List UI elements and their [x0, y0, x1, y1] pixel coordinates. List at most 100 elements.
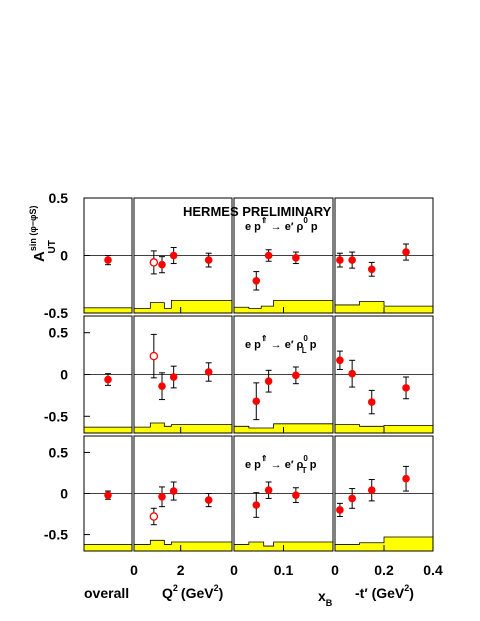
y-tick-label: 0 [60, 248, 68, 264]
x-tick-label: 0.1 [274, 562, 294, 578]
panel-plot-area [335, 465, 433, 551]
data-point [204, 256, 213, 264]
panel-overall-row-3 [83, 435, 133, 552]
data-point [169, 251, 178, 260]
data-point [264, 486, 273, 495]
data-point [264, 251, 273, 260]
panel-plot-area [134, 246, 232, 313]
panel-plot-area [134, 333, 232, 433]
data-point [158, 382, 166, 391]
data-point-open [149, 351, 159, 361]
panel-plot-area [84, 373, 132, 433]
data-point [169, 487, 178, 495]
data-point [402, 248, 410, 256]
svg-text:Asin (φ−φS)UT: Asin (φ−φS) UT [28, 206, 58, 262]
panel-t-row-3 [334, 435, 434, 552]
panel-t-row-1 [334, 197, 434, 314]
y-axis-label: Asin (φ−φS) UT [28, 206, 58, 262]
ylabel-main: A [31, 251, 48, 262]
systematic-band [335, 536, 433, 551]
panel-plot-area [234, 481, 333, 551]
panel-xb-row-1 [233, 197, 334, 314]
panel-q2-row-3 [133, 435, 233, 552]
x-tick-label: 0 [130, 562, 138, 578]
panel-plot-area [234, 366, 333, 433]
data-point [292, 491, 300, 499]
y-tick-label: -0.5 [44, 527, 68, 543]
data-point [402, 384, 410, 392]
panel-plot-area [335, 350, 433, 433]
data-point [336, 356, 344, 365]
ylabel-sub: UT [47, 240, 58, 253]
panel-frame [133, 315, 233, 434]
panel-frame [133, 435, 233, 552]
x-tick-label: 0.4 [423, 562, 443, 578]
systematic-band [134, 539, 232, 551]
systematic-band [84, 307, 132, 313]
reaction-label: e p⇑ → e′ ρ0 T p [245, 454, 317, 475]
data-point [336, 256, 344, 264]
panel-t-row-2 [334, 315, 434, 434]
data-point-open [149, 258, 159, 267]
xlabel-t: -t′ (GeV2) [355, 583, 414, 601]
x-tick-label: 0.2 [374, 562, 394, 578]
xlabel-xb: xB [318, 588, 333, 608]
y-tick-label: 0.5 [49, 444, 69, 460]
figure-labels: HERMES PRELIMINARY Asin (φ−φS) UT overall… [28, 204, 414, 608]
preliminary-label: HERMES PRELIMINARY [183, 204, 332, 219]
panel-overall-row-2 [83, 315, 133, 434]
xlabel-overall: overall [84, 585, 129, 601]
data-point [348, 494, 356, 503]
systematic-band [234, 299, 333, 313]
panel-q2-row-1 [133, 197, 233, 314]
ylabel-sup: sin (φ−φS) [28, 206, 38, 252]
panel-plot-area [234, 249, 333, 313]
y-tick-label: 0.5 [49, 325, 69, 341]
data-point-open [149, 512, 159, 521]
panel-xb-row-3 [233, 435, 334, 552]
reaction-label: e p⇑ → e′ ρ0 p [245, 216, 318, 233]
reaction-label: e p⇑ → e′ ρ0 L p [245, 334, 317, 355]
data-point [252, 277, 261, 285]
x-tick-label: 2 [177, 562, 185, 578]
data-point [104, 491, 112, 499]
data-point [292, 371, 300, 380]
panel-xb-row-2 [233, 315, 334, 434]
data-point [204, 368, 213, 376]
systematic-band [134, 299, 232, 313]
systematic-band [134, 422, 232, 433]
data-point [264, 377, 273, 385]
data-point [367, 398, 376, 406]
data-point [104, 375, 112, 384]
xlabel-q2: Q2 (GeV2) [162, 583, 223, 601]
panel-overall-row-1 [83, 197, 133, 314]
data-point [348, 256, 356, 264]
panel-q2-row-2 [133, 315, 233, 434]
data-point [204, 496, 213, 504]
data-point [169, 373, 178, 381]
data-point [104, 256, 112, 264]
data-point [402, 474, 410, 483]
data-point [252, 397, 261, 406]
systematic-band [84, 544, 132, 551]
systematic-band [84, 426, 132, 433]
y-tick-label: -0.5 [44, 408, 68, 424]
data-point [367, 265, 376, 274]
data-point [252, 501, 261, 509]
panel-plot-area [134, 481, 232, 551]
x-tick-label: 0 [230, 562, 238, 578]
y-tick-label: 0 [60, 367, 68, 383]
data-point [292, 253, 300, 262]
data-point [158, 260, 166, 269]
y-tick-label: -0.5 [44, 305, 68, 321]
data-point [336, 506, 344, 514]
panel-grid: -0.5 0 0.5 e p⇑ → e′ ρ0 p -0.5 0 0.5 e p⇑ → e′ … [44, 190, 443, 578]
y-tick-label: 0.5 [49, 190, 69, 206]
y-tick-label: 0 [60, 486, 68, 502]
data-point [348, 369, 356, 378]
panel-frame [133, 197, 233, 314]
x-tick-label: 0 [331, 562, 339, 578]
panel-plot-area [84, 255, 132, 313]
data-point [367, 486, 376, 495]
